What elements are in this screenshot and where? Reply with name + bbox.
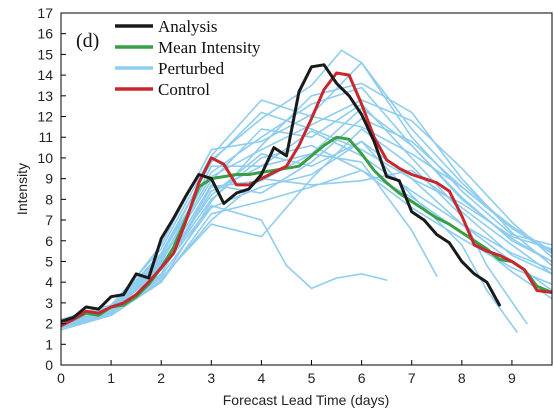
y-tick-label: 0 <box>45 357 53 373</box>
legend-label-perturbed: Perturbed <box>158 59 225 78</box>
x-tick-label: 4 <box>258 370 266 386</box>
series-layer <box>61 49 552 333</box>
y-tick-label: 6 <box>45 233 53 249</box>
y-tick-label: 11 <box>38 129 53 145</box>
x-tick-label: 6 <box>358 370 366 386</box>
y-tick-label: 4 <box>45 274 53 290</box>
series-perturbed-18 <box>61 111 552 323</box>
y-tick-label: 5 <box>45 253 53 269</box>
y-tick-label: 9 <box>45 171 53 187</box>
legend: Analysis Mean Intensity Perturbed Contro… <box>115 17 261 99</box>
x-tick-label: 9 <box>508 370 516 386</box>
y-tick-label: 15 <box>37 46 53 62</box>
series-perturbed-2 <box>61 61 552 325</box>
series-analysis <box>61 63 501 323</box>
y-tick-label: 8 <box>45 191 53 207</box>
series-perturbed-17 <box>61 82 552 329</box>
y-tick-label: 17 <box>37 5 53 21</box>
y-tick-label: 3 <box>45 295 53 311</box>
series-perturbed-13 <box>61 86 552 323</box>
x-tick-label: 7 <box>408 370 416 386</box>
legend-label-mean-intensity: Mean Intensity <box>158 38 261 57</box>
y-axis-label: Intensity <box>14 163 30 215</box>
y-tick-label: 2 <box>45 316 53 332</box>
x-tick-label: 1 <box>107 370 115 386</box>
y-tick-label: 10 <box>37 150 53 166</box>
legend-label-analysis: Analysis <box>158 17 218 36</box>
x-tick-label: 8 <box>458 370 466 386</box>
series-perturbed-11 <box>61 140 518 333</box>
y-tick-label: 14 <box>37 67 53 83</box>
x-tick-label: 0 <box>57 370 65 386</box>
plot-frame <box>60 12 553 366</box>
y-tick-label: 7 <box>45 212 53 228</box>
x-tick-label: 3 <box>207 370 215 386</box>
panel-label: (d) <box>76 30 99 52</box>
y-tick-label: 13 <box>37 88 53 104</box>
x-axis-ticks: 0 1 2 3 4 5 6 7 8 9 <box>57 360 516 386</box>
x-tick-label: 5 <box>308 370 316 386</box>
series-perturbed-1 <box>61 130 552 327</box>
series-perturbed-19 <box>61 117 552 327</box>
y-tick-label: 16 <box>37 26 53 42</box>
x-tick-label: 2 <box>157 370 165 386</box>
series-perturbed-10 <box>61 169 552 329</box>
x-axis-label: Forecast Lead Time (days) <box>223 392 390 408</box>
y-tick-label: 1 <box>45 336 53 352</box>
y-tick-label: 12 <box>37 109 53 125</box>
series-control <box>61 71 552 328</box>
legend-label-control: Control <box>158 80 210 99</box>
